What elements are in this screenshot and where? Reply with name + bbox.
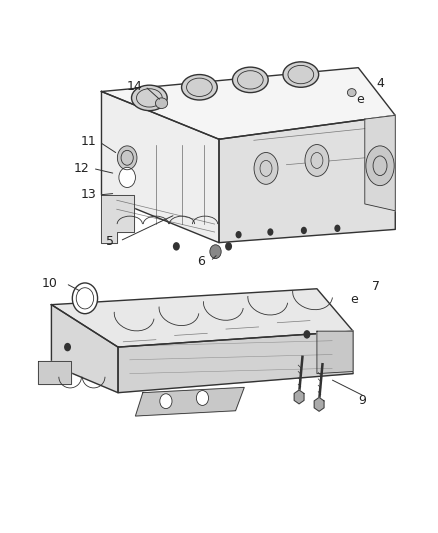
Ellipse shape — [131, 85, 167, 111]
Polygon shape — [39, 361, 71, 384]
Ellipse shape — [72, 283, 98, 314]
Text: 11: 11 — [81, 135, 96, 148]
Text: e: e — [357, 93, 364, 106]
Text: 14: 14 — [126, 80, 142, 93]
Ellipse shape — [155, 98, 168, 109]
Ellipse shape — [347, 88, 356, 96]
Text: 6: 6 — [197, 255, 205, 268]
Ellipse shape — [117, 146, 137, 169]
Polygon shape — [51, 305, 118, 393]
Polygon shape — [135, 387, 244, 416]
Ellipse shape — [254, 152, 278, 184]
Polygon shape — [51, 289, 353, 347]
Polygon shape — [365, 115, 395, 211]
Polygon shape — [219, 115, 395, 243]
Circle shape — [210, 245, 221, 259]
Circle shape — [267, 228, 273, 236]
Text: 7: 7 — [372, 280, 380, 293]
Text: 10: 10 — [41, 277, 57, 290]
Polygon shape — [102, 195, 134, 243]
Circle shape — [301, 227, 307, 234]
Polygon shape — [317, 331, 353, 374]
Circle shape — [196, 391, 208, 406]
Circle shape — [160, 394, 172, 409]
Ellipse shape — [305, 144, 329, 176]
Ellipse shape — [366, 146, 394, 185]
Ellipse shape — [283, 62, 319, 87]
Text: e: e — [350, 293, 358, 306]
Polygon shape — [294, 390, 304, 404]
Circle shape — [225, 242, 232, 251]
Polygon shape — [102, 68, 395, 139]
Text: 4: 4 — [376, 77, 384, 90]
Circle shape — [173, 242, 180, 251]
Circle shape — [236, 231, 242, 238]
Text: 13: 13 — [81, 189, 96, 201]
Ellipse shape — [182, 75, 217, 100]
Circle shape — [334, 224, 340, 232]
Ellipse shape — [233, 67, 268, 93]
Polygon shape — [118, 331, 353, 393]
Text: 12: 12 — [74, 162, 90, 175]
Text: 5: 5 — [106, 235, 114, 247]
Text: 9: 9 — [359, 393, 367, 407]
Polygon shape — [102, 92, 219, 243]
Circle shape — [64, 343, 71, 351]
Ellipse shape — [119, 167, 135, 188]
Circle shape — [304, 330, 311, 338]
Polygon shape — [314, 398, 324, 411]
